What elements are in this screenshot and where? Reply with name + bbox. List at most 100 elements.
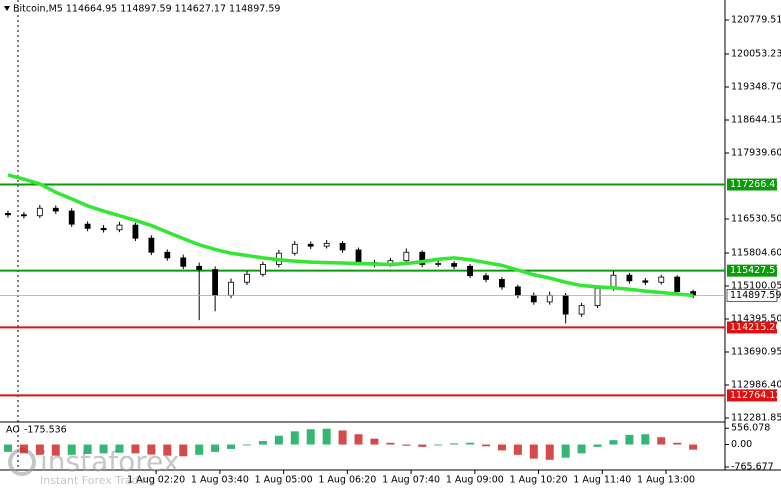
x-tick-label: 1 Aug 13:00 [637,475,695,486]
y-tick-label: 115804.60 [731,247,781,258]
level-box [727,389,777,402]
candle-body [626,274,633,282]
x-tick-label: 1 Aug 06:20 [318,475,376,486]
watermark-tagline: Instant Forex Trading [40,474,156,487]
level-label: 115427.57 [730,265,781,276]
candle-body [562,294,569,315]
indicator-bar [274,435,283,445]
x-tick-label: 1 Aug 05:00 [255,475,313,486]
candle-body [68,210,75,225]
candle-body [307,243,314,247]
indicator-bar [370,438,379,445]
candle-body [323,242,330,247]
indicator-bar [3,444,12,452]
indicator-tick-label: 0.00 [731,439,752,450]
candle-body [467,265,473,277]
candle-body [100,227,107,231]
candle-body [5,212,11,216]
indicator-bar [466,442,475,445]
candle-body [674,276,681,293]
candle-body [594,287,601,307]
candle-body [164,251,171,259]
candle-body [196,265,203,270]
y-tick-label: 114395.50 [731,313,781,324]
current-price-box [726,289,778,302]
y-tick-label: 112986.40 [731,379,781,390]
indicator-bar [35,444,44,455]
x-tick-label: 1 Aug 03:40 [191,475,249,486]
indicator-bar [386,442,395,445]
x-tick-label: 1 Aug 11:40 [573,475,631,486]
indicator-bar [290,431,299,445]
indicator-bar [641,434,650,445]
y-tick-label: 120053.23 [731,48,781,59]
candle-body [21,214,27,217]
indicator-bar [147,444,156,455]
candle-body [244,273,250,283]
indicator-bar [322,428,331,445]
candle-body [530,294,537,303]
level-box [727,178,777,191]
candle-body [514,286,521,296]
indicator-bar [306,429,315,445]
candle-body [339,242,346,251]
indicator-bar [258,441,267,445]
candle-body [546,294,553,303]
y-tick-label: 119348.70 [731,81,781,92]
indicator-bar [195,444,204,455]
indicator-bar [577,444,586,454]
indicator-bar [211,444,220,452]
indicator-bar [227,444,236,449]
candle-body [148,237,155,253]
indicator-bar [481,444,490,447]
indicator-bar [673,442,682,445]
candle-body [212,269,219,296]
candle-body [578,305,585,315]
candle-body [403,251,410,262]
level-box [727,264,777,277]
candle-body [483,275,489,280]
level-box [727,321,777,334]
level-label: 114215.20 [730,322,781,333]
y-tick-label: 118644.15 [731,114,781,125]
level-label: 117266.41 [730,179,781,190]
indicator-bar [418,444,427,447]
y-tick-label: 113690.95 [731,346,781,357]
indicator-bar [593,444,602,447]
indicator-bar [179,444,188,457]
candle-body [291,243,298,254]
indicator-bar [434,444,443,446]
candle-body [435,263,442,265]
indicator-bar [99,444,108,454]
indicator-bar [450,443,459,445]
indicator-bar [115,444,124,453]
candle-body [52,207,59,212]
indicator-tick-label: 556.078 [731,423,770,434]
y-tick-label: 115100.05 [731,280,781,291]
y-tick-label: 117939.60 [731,147,781,158]
indicator-name: AO [6,425,20,436]
indicator-value: -175.536 [24,425,67,436]
candle-body [642,280,649,283]
candle-body [658,276,665,283]
y-tick-label: 112281.85 [731,412,781,423]
candle-body [355,249,362,263]
candle-body [116,224,123,231]
level-label: 112764.12 [730,390,781,401]
candle-body [228,281,234,296]
indicator-bar [561,444,570,458]
symbol-icon [4,6,10,11]
indicator-bar [402,444,411,446]
indicator-bar [513,444,522,455]
indicator-bar [354,434,363,445]
indicator-bar [242,444,251,446]
indicator-bar [609,440,618,445]
x-tick-label: 1 Aug 09:00 [446,475,504,486]
candle-body [451,263,458,267]
indicator-bar [657,437,666,445]
indicator-bar [625,434,634,445]
indicator-bar [545,444,554,460]
candle-body [180,257,187,267]
